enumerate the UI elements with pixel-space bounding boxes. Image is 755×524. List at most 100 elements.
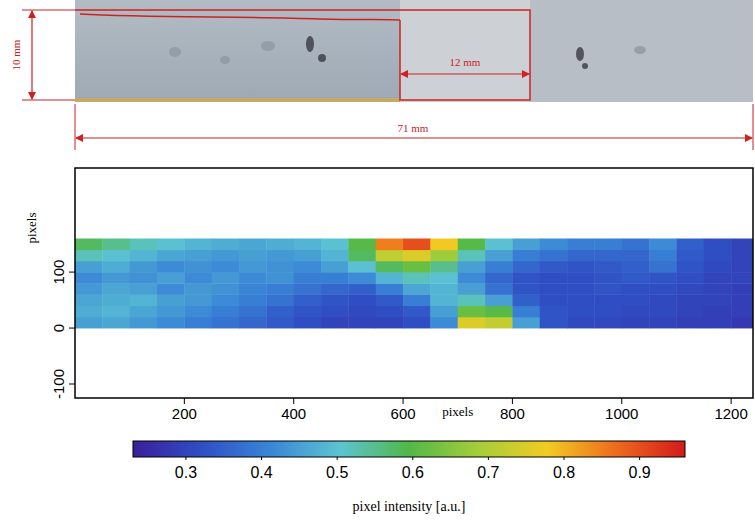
cell <box>212 250 240 262</box>
x-tick <box>403 398 404 404</box>
spot <box>576 47 584 61</box>
strip-window <box>400 0 530 102</box>
x-tick <box>731 398 732 404</box>
spot <box>261 41 275 51</box>
strip-edge <box>75 98 400 102</box>
cell <box>649 306 677 318</box>
colorbar-tick <box>337 457 338 460</box>
cell <box>485 306 513 318</box>
cell <box>622 294 650 306</box>
extension-line <box>22 10 75 11</box>
colorbar-tick-label: 0.7 <box>477 464 499 481</box>
cell <box>212 317 240 329</box>
cell <box>102 283 130 295</box>
y-tick <box>69 272 75 273</box>
spot <box>634 46 646 54</box>
strip-left <box>75 0 400 102</box>
cell <box>512 294 540 306</box>
cell <box>540 272 568 284</box>
cell <box>676 306 704 318</box>
cell <box>294 283 322 295</box>
cell <box>704 294 732 306</box>
x-tick-label: 600 <box>391 405 416 422</box>
cell <box>540 250 568 262</box>
cell <box>294 306 322 318</box>
cell <box>102 272 130 284</box>
cell <box>403 294 431 306</box>
x-tick-label: 400 <box>281 405 306 422</box>
cell <box>130 239 158 251</box>
cell <box>704 283 732 295</box>
cell <box>704 261 732 273</box>
colorbar-tick-label: 0.3 <box>175 464 197 481</box>
spot <box>169 47 181 57</box>
cell <box>458 272 486 284</box>
cell <box>512 261 540 273</box>
colorbar-tick <box>185 457 186 460</box>
x-tick-label: 200 <box>172 405 197 422</box>
cell <box>704 250 732 262</box>
cell <box>184 294 212 306</box>
cell <box>458 250 486 262</box>
cell <box>239 250 267 262</box>
cell <box>540 261 568 273</box>
cell <box>458 306 486 318</box>
cell <box>567 317 595 329</box>
cell <box>403 239 431 251</box>
cell <box>540 239 568 251</box>
cell <box>512 272 540 284</box>
cell <box>157 272 185 284</box>
strip <box>75 0 753 102</box>
cell <box>321 261 349 273</box>
cell <box>485 283 513 295</box>
cell <box>184 283 212 295</box>
cell <box>649 283 677 295</box>
cell <box>567 283 595 295</box>
figure: 10 mm12 mm71 mm20040060080010001200-1000… <box>0 0 755 524</box>
cell <box>567 261 595 273</box>
cell <box>266 261 294 273</box>
extension-line <box>22 100 75 101</box>
cell <box>594 317 622 329</box>
cell <box>348 272 376 284</box>
cell <box>348 283 376 295</box>
cell <box>430 261 458 273</box>
cell <box>485 239 513 251</box>
cell <box>731 283 753 295</box>
cell <box>403 261 431 273</box>
cell <box>731 261 753 273</box>
dimension-line <box>31 11 32 99</box>
cell <box>594 306 622 318</box>
colorbar-tick-label: 0.5 <box>326 464 348 481</box>
cell <box>75 294 103 306</box>
cell <box>458 317 486 329</box>
cell <box>157 306 185 318</box>
cell <box>540 283 568 295</box>
cell <box>266 283 294 295</box>
x-tick <box>512 398 513 404</box>
cell <box>75 272 103 284</box>
cell <box>130 306 158 318</box>
cell <box>540 306 568 318</box>
cell <box>75 250 103 262</box>
cell <box>239 306 267 318</box>
cell <box>184 272 212 284</box>
cell <box>102 294 130 306</box>
cell <box>376 283 404 295</box>
cell <box>430 306 458 318</box>
cell <box>102 306 130 318</box>
dimension-label: 12 mm <box>450 56 481 68</box>
cell <box>212 272 240 284</box>
cell <box>676 250 704 262</box>
cell <box>430 283 458 295</box>
cell <box>102 250 130 262</box>
cell <box>294 250 322 262</box>
cell <box>540 294 568 306</box>
cell <box>485 272 513 284</box>
y-tick <box>69 328 75 329</box>
cell <box>102 261 130 273</box>
cell <box>430 239 458 251</box>
cell <box>676 272 704 284</box>
cell <box>540 317 568 329</box>
cell <box>239 239 267 251</box>
